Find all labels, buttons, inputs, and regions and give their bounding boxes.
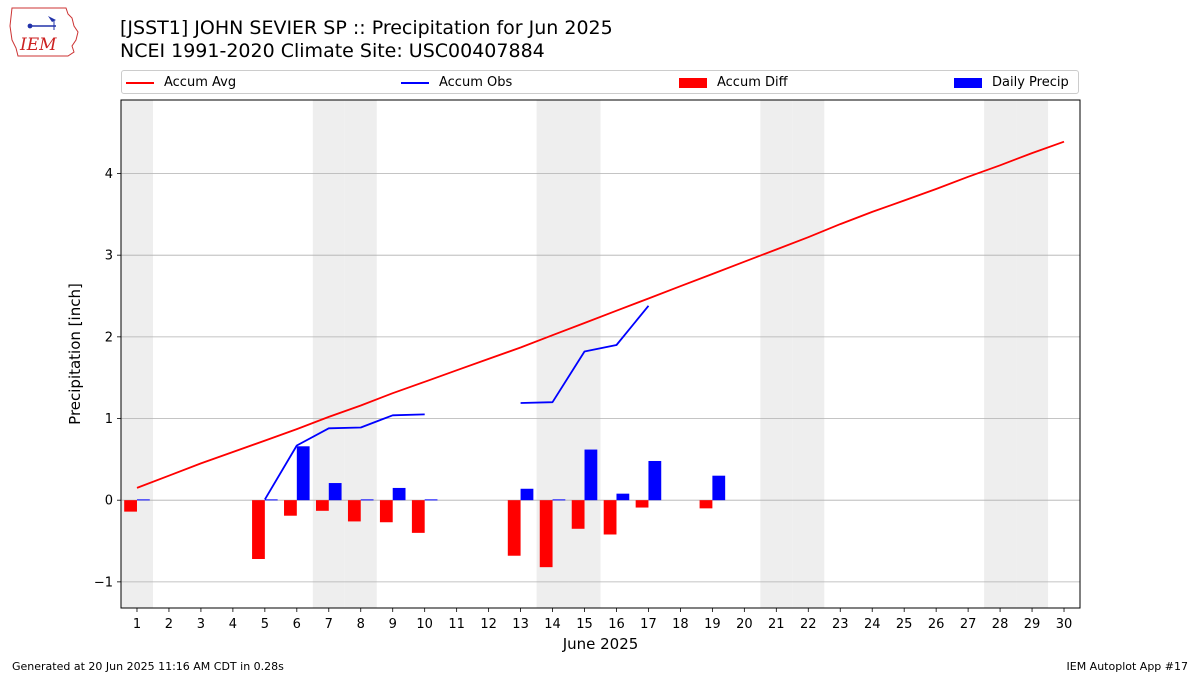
weekend-shade-day-21 bbox=[760, 100, 793, 608]
legend-swatch-accum-avg bbox=[126, 81, 154, 84]
daily-precip-bar-day-1 bbox=[136, 499, 150, 501]
y-tick-label: 4 bbox=[105, 167, 113, 182]
legend-label-accum-avg: Accum Avg bbox=[164, 75, 237, 90]
x-tick-label: 24 bbox=[864, 617, 881, 632]
iowa-outline-shape bbox=[9, 7, 79, 57]
legend-item-accum-diff: Accum Diff bbox=[679, 73, 788, 93]
daily-precip-bar-day-10 bbox=[424, 499, 438, 501]
x-tick-label: 26 bbox=[928, 617, 945, 632]
daily-precip-bar-day-17 bbox=[648, 460, 662, 501]
accum-diff-bar-day-17 bbox=[635, 500, 649, 508]
accum-diff-bar-day-5 bbox=[252, 500, 265, 559]
weekend-shade-day-8 bbox=[344, 100, 377, 608]
daily-precip-bar-day-8 bbox=[360, 499, 374, 501]
x-tick-label: 2 bbox=[165, 617, 173, 632]
weekend-shade-day-15 bbox=[568, 100, 601, 608]
accum-obs-line-segment-1 bbox=[520, 305, 650, 404]
weekend-shade-day-7 bbox=[312, 100, 345, 608]
x-tick-label: 10 bbox=[416, 617, 433, 632]
x-tick-label: 7 bbox=[325, 617, 333, 632]
accum-diff-bar-day-9 bbox=[379, 500, 393, 523]
weekend-shade-day-22 bbox=[792, 100, 825, 608]
accum-diff-bar-day-1 bbox=[124, 500, 137, 512]
chart-title: [JSST1] JOHN SEVIER SP :: Precipitation … bbox=[120, 17, 613, 39]
daily-precip-bar-day-5 bbox=[264, 499, 278, 501]
legend-swatch-accum-obs bbox=[401, 81, 429, 84]
legend-item-daily-precip: Daily Precip bbox=[954, 73, 1069, 93]
legend-item-accum-avg: Accum Avg bbox=[126, 73, 236, 93]
logo-text: IEM bbox=[19, 35, 57, 55]
x-tick-label: 27 bbox=[960, 617, 977, 632]
daily-precip-bar-day-9 bbox=[392, 487, 406, 501]
accum-diff-bar-day-14 bbox=[539, 500, 553, 568]
x-tick-label: 29 bbox=[1024, 617, 1041, 632]
accum-diff-bar-day-10 bbox=[411, 500, 425, 533]
x-tick-label: 18 bbox=[672, 617, 689, 632]
legend-swatch-accum-diff bbox=[679, 77, 707, 88]
daily-precip-bar-day-7 bbox=[328, 483, 342, 501]
accum-diff-bar-day-16 bbox=[603, 500, 617, 535]
y-tick-label: 3 bbox=[105, 249, 113, 264]
x-tick-label: 6 bbox=[293, 617, 301, 632]
x-tick-label: 1 bbox=[133, 617, 141, 632]
x-axis-label: June 2025 bbox=[562, 635, 639, 653]
x-tick-label: 13 bbox=[512, 617, 529, 632]
daily-precip-bar-day-16 bbox=[616, 493, 630, 501]
footer-generated-text: Generated at 20 Jun 2025 11:16 AM CDT in… bbox=[12, 660, 284, 673]
y-tick-label: 1 bbox=[105, 412, 113, 427]
accum-diff-bar-day-13 bbox=[507, 500, 521, 556]
x-tick-label: 25 bbox=[896, 617, 913, 632]
x-tick-label: 8 bbox=[357, 617, 365, 632]
daily-precip-bar-day-6 bbox=[296, 446, 310, 501]
x-tick-label: 9 bbox=[389, 617, 397, 632]
accum-diff-bar-day-15 bbox=[571, 500, 585, 529]
x-tick-label: 17 bbox=[640, 617, 657, 632]
x-tick-label: 23 bbox=[832, 617, 849, 632]
y-tick-label: 2 bbox=[105, 330, 113, 345]
chart-subtitle: NCEI 1991-2020 Climate Site: USC00407884 bbox=[120, 40, 545, 62]
accum-diff-bar-day-8 bbox=[347, 500, 361, 522]
daily-precip-bar-day-19 bbox=[712, 475, 726, 501]
weekend-shade-day-29 bbox=[1016, 100, 1049, 608]
accum-avg-line-segment-0 bbox=[136, 140, 1065, 489]
x-tick-label: 15 bbox=[576, 617, 593, 632]
iem-logo: IEM bbox=[9, 7, 79, 57]
x-tick-label: 5 bbox=[261, 617, 269, 632]
accum-obs-line-segment-0 bbox=[264, 413, 425, 500]
daily-precip-bar-day-14 bbox=[552, 499, 566, 501]
legend-item-accum-obs: Accum Obs bbox=[401, 73, 512, 93]
legend: Accum Avg Accum Obs Accum Diff Daily Pre… bbox=[121, 70, 1079, 94]
daily-precip-bar-day-15 bbox=[584, 449, 598, 501]
weekend-shade-day-1 bbox=[121, 100, 153, 608]
y-axis-label: Precipitation [inch] bbox=[66, 283, 84, 425]
legend-label-accum-diff: Accum Diff bbox=[717, 75, 788, 90]
x-tick-label: 20 bbox=[736, 617, 753, 632]
x-tick-label: 4 bbox=[229, 617, 237, 632]
legend-swatch-daily-precip bbox=[954, 77, 982, 88]
x-tick-label: 22 bbox=[800, 617, 817, 632]
x-tick-label: 11 bbox=[448, 617, 465, 632]
accum-diff-bar-day-19 bbox=[699, 500, 713, 509]
weekend-shade-day-28 bbox=[984, 100, 1017, 608]
legend-label-daily-precip: Daily Precip bbox=[992, 75, 1069, 90]
x-tick-label: 30 bbox=[1056, 617, 1073, 632]
x-tick-label: 21 bbox=[768, 617, 785, 632]
x-tick-label: 12 bbox=[480, 617, 497, 632]
x-tick-label: 28 bbox=[992, 617, 1009, 632]
plot-frame bbox=[120, 99, 1081, 609]
x-tick-label: 3 bbox=[197, 617, 205, 632]
x-tick-label: 14 bbox=[544, 617, 561, 632]
x-tick-label: 19 bbox=[704, 617, 721, 632]
accum-diff-bar-day-6 bbox=[284, 500, 297, 516]
legend-label-accum-obs: Accum Obs bbox=[439, 75, 513, 90]
footer-app-text: IEM Autoplot App #17 bbox=[1066, 660, 1189, 673]
y-tick-label: 0 bbox=[105, 494, 113, 509]
daily-precip-bar-day-13 bbox=[520, 488, 534, 501]
x-tick-label: 16 bbox=[608, 617, 625, 632]
y-tick-label: −1 bbox=[94, 575, 113, 590]
accum-diff-bar-day-7 bbox=[315, 500, 329, 511]
